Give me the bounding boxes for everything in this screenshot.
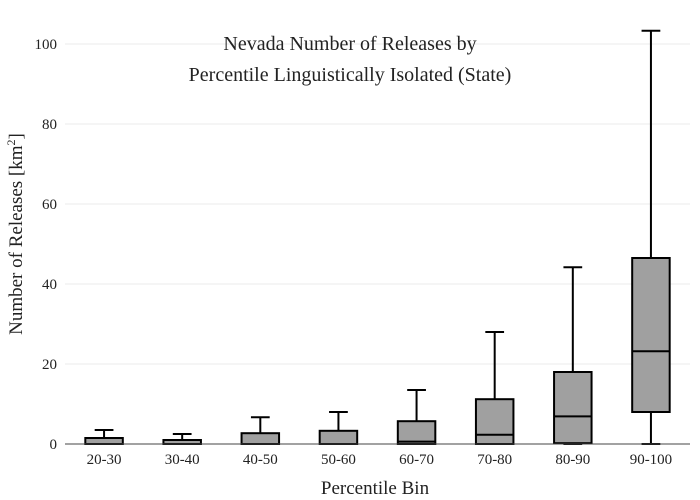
box-iqr bbox=[631, 257, 671, 413]
box-40-50 bbox=[240, 416, 281, 446]
box-iqr bbox=[318, 429, 359, 445]
x-tick-label: 50-60 bbox=[321, 452, 356, 468]
box-50-60 bbox=[318, 411, 359, 445]
y-tick-label: 80 bbox=[42, 117, 57, 133]
box-60-70 bbox=[396, 389, 437, 446]
y-axis-label-close: ] bbox=[6, 133, 27, 139]
y-tick-labels: 0 20 40 60 80 100 bbox=[35, 37, 58, 453]
y-tick-label: 40 bbox=[42, 277, 57, 293]
x-axis-label: Percentile Bin bbox=[321, 478, 430, 499]
box-iqr bbox=[396, 420, 437, 446]
grid-lines bbox=[65, 43, 690, 365]
x-tick-label: 20-30 bbox=[87, 452, 122, 468]
x-tick-label: 70-80 bbox=[477, 452, 512, 468]
box-90-100 bbox=[631, 29, 671, 445]
x-tick-label: 90-100 bbox=[630, 452, 673, 468]
box-70-80 bbox=[474, 331, 515, 446]
y-tick-label: 0 bbox=[50, 437, 58, 453]
x-tick-label: 60-70 bbox=[399, 452, 434, 468]
x-tick-label: 30-40 bbox=[165, 452, 200, 468]
x-tick-label: 80-90 bbox=[555, 452, 590, 468]
box-iqr bbox=[474, 398, 515, 446]
y-tick-label: 100 bbox=[35, 37, 58, 53]
x-tick-labels: 20-30 30-40 40-50 50-60 60-70 70-80 80-90 90-10… bbox=[87, 452, 673, 468]
y-axis-label: Number of Releases [km2] bbox=[4, 133, 27, 335]
box-iqr bbox=[240, 432, 281, 446]
x-tick-label: 40-50 bbox=[243, 452, 278, 468]
y-axis-label-main: Number of Releases [km bbox=[6, 145, 27, 335]
box-80-90 bbox=[553, 266, 593, 445]
y-tick-label: 60 bbox=[42, 197, 57, 213]
box-20-30 bbox=[84, 429, 124, 445]
y-tick-label: 20 bbox=[42, 357, 57, 373]
box-30-40 bbox=[162, 433, 202, 445]
box-series bbox=[84, 29, 671, 446]
chart-title: Nevada Number of Releases by bbox=[223, 33, 476, 55]
box-iqr bbox=[553, 371, 593, 445]
chart-subtitle: Percentile Linguistically Isolated (Stat… bbox=[189, 64, 512, 86]
y-axis-label-superscript: 2 bbox=[4, 139, 18, 145]
